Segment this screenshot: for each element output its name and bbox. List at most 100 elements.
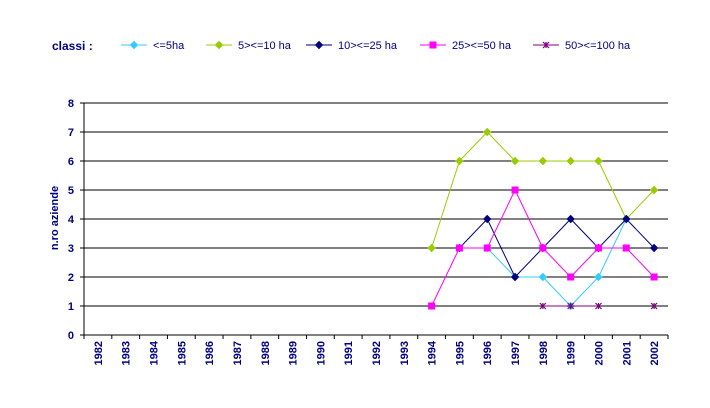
series-line	[625, 189, 655, 220]
y-tick-label: 8	[68, 98, 74, 110]
legend-marker	[214, 40, 224, 50]
series-line	[625, 218, 655, 249]
legend-item: 10><=25 ha	[306, 40, 398, 52]
data-point	[539, 302, 547, 310]
x-tick-label: 1989	[288, 341, 300, 365]
x-tick-label: 1984	[149, 340, 161, 365]
x-tick-label: 1992	[371, 341, 383, 365]
series-line	[514, 189, 544, 249]
x-tick-label: 1990	[315, 341, 327, 365]
series	[455, 214, 631, 311]
data-point	[483, 244, 491, 252]
data-point	[594, 244, 602, 252]
data-point	[483, 214, 492, 224]
x-tick-label: 1999	[566, 341, 578, 365]
data-point	[649, 243, 659, 253]
data-point	[455, 156, 464, 166]
legend-item: 5><=10 ha	[206, 40, 292, 52]
data-point	[483, 127, 492, 137]
series-line	[598, 218, 627, 249]
series-line	[486, 247, 516, 278]
data-point	[650, 273, 658, 281]
legend-item: 50><=100 ha	[533, 40, 631, 52]
x-tick-label: 2001	[621, 341, 633, 365]
series-line	[514, 247, 544, 278]
legend-marker	[542, 41, 550, 49]
series-line	[570, 276, 599, 307]
legend-label: 10><=25 ha	[338, 40, 398, 52]
data-point	[427, 243, 436, 253]
x-tick-label: 1998	[538, 341, 550, 365]
data-point	[510, 272, 520, 282]
series-line	[542, 218, 572, 249]
data-point	[622, 214, 631, 224]
x-tick-label: 1982	[93, 341, 105, 365]
data-point	[567, 273, 575, 281]
x-tick-label: 1997	[510, 341, 522, 365]
series-line	[431, 247, 460, 307]
x-tick-label: 1991	[343, 341, 355, 365]
x-tick-label: 1994	[427, 340, 439, 365]
x-tick-label: 1996	[482, 341, 494, 365]
data-point	[538, 156, 548, 166]
series-line	[570, 247, 599, 278]
x-tick-label: 1995	[454, 341, 466, 365]
y-tick-label: 2	[68, 272, 74, 284]
series-line	[598, 160, 627, 220]
data-point	[566, 156, 575, 166]
y-tick-label: 3	[68, 243, 74, 255]
series-line	[486, 189, 516, 249]
y-tick-label: 1	[68, 301, 74, 313]
data-point	[455, 244, 463, 252]
data-point	[510, 156, 520, 166]
y-tick-label: 4	[68, 214, 75, 226]
series	[428, 186, 658, 310]
legend-label: 50><=100 ha	[565, 40, 631, 52]
legend-title: classi :	[52, 39, 93, 53]
data-point	[539, 244, 547, 252]
x-tick-labels: 1982 1983 1984 1985 1986 1987 1988 1989 1990 1991…	[93, 340, 661, 365]
data-point	[594, 156, 603, 166]
legend-label: 5><=10 ha	[238, 40, 292, 52]
data-point	[428, 302, 436, 310]
legend-label: <=5ha	[153, 40, 185, 52]
series-line	[486, 218, 516, 278]
gridlines	[84, 102, 668, 307]
legend: <=5ha 5><=10 ha 10><=25 ha 25><=50 ha 50><=1…	[121, 40, 631, 52]
x-tick-label: 1986	[204, 341, 216, 365]
y-tick-labels: 0 1 2 3 4 5 6 7 8	[68, 98, 75, 342]
data-point	[649, 185, 659, 195]
data-point	[538, 272, 548, 282]
legend-item: 25><=50 ha	[420, 40, 512, 52]
x-tick-label: 1985	[176, 341, 188, 365]
series-line	[625, 247, 655, 278]
x-tick-label: 2000	[593, 341, 605, 365]
data-point	[622, 244, 630, 252]
series-line	[542, 276, 572, 307]
y-tick-label: 7	[68, 127, 74, 139]
y-tick-label: 6	[68, 156, 74, 168]
series-line	[459, 218, 488, 249]
x-tick-label: 1993	[399, 341, 411, 365]
series-line	[542, 247, 572, 278]
series-line	[486, 131, 516, 162]
data-point	[567, 302, 575, 310]
series-line	[570, 218, 599, 249]
x-tick-label: 1988	[260, 341, 272, 365]
data-point	[566, 214, 575, 224]
y-tick-label: 0	[68, 330, 74, 342]
data-point	[594, 272, 603, 282]
data-point	[595, 302, 602, 310]
legend-item: <=5ha	[121, 40, 185, 52]
series-line	[431, 160, 460, 249]
y-axis-label: n.ro aziende	[49, 186, 61, 250]
y-tick-label: 5	[68, 185, 74, 197]
legend-marker	[129, 40, 139, 50]
legend-marker	[314, 40, 324, 50]
series-layer	[427, 127, 659, 311]
x-tick-label: 1987	[232, 341, 244, 365]
axes	[80, 102, 669, 339]
data-point	[650, 302, 658, 310]
